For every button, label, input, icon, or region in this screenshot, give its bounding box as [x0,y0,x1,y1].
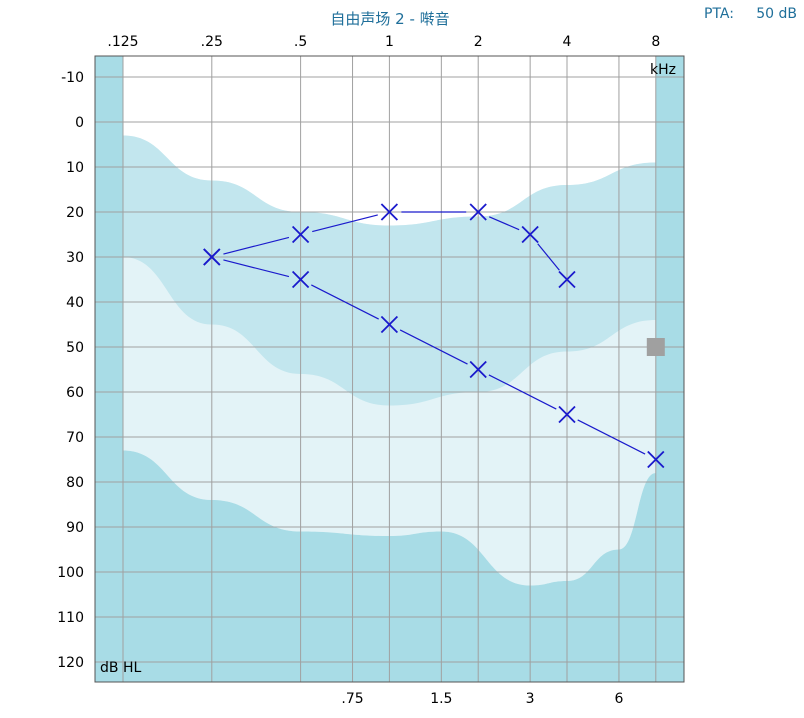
y-tick-label: 10 [66,160,84,176]
data-point-x-marker [380,315,399,334]
x-marker-stroke [380,315,399,334]
data-point-x-marker [469,203,487,221]
pta-value: 50 dB [756,6,797,22]
x-unit-label: kHz [650,62,676,78]
plot-frame [94,55,685,683]
data-point-x-marker [469,360,487,379]
x-bottom-ticks: .75 1.5 3 6 [341,691,623,707]
data-point-x-marker [558,405,576,424]
data-point-x-marker [647,450,665,469]
y-tick-label: 50 [66,340,84,356]
y-tick-label: 100 [57,565,84,581]
x-bottom-tick-label: .75 [341,691,363,707]
x-marker-stroke [291,270,310,289]
y-tick-label: 60 [66,385,84,401]
y-tick-label: 20 [66,205,84,221]
y-tick-label: 40 [66,295,84,311]
y-ticks: -10 0 10 20 30 40 50 60 70 80 90 100 110 120 [57,70,84,671]
series-connector [399,329,468,365]
data-point-x-marker [291,270,310,289]
y-tick-label: 70 [66,430,84,446]
x-marker-stroke [291,225,310,244]
series-connector [312,214,378,233]
x-top-tick-label: 4 [563,34,572,50]
x-marker-stroke [521,225,539,244]
x-top-tick-label: .25 [201,34,223,50]
y-tick-label: 120 [57,655,84,671]
marker-box [646,338,665,356]
x-marker-stroke [469,203,487,221]
x-marker-stroke [647,450,665,469]
x-top-tick-label: 1 [385,34,394,50]
x-top-tick-label: 2 [474,34,483,50]
data-series [203,203,665,469]
series-connector [223,259,290,278]
data-point-x-marker [521,225,539,244]
x-marker-stroke [558,405,576,424]
x-bottom-tick-label: 3 [526,691,535,707]
x-marker-stroke [469,360,487,379]
x-bottom-tick-label: 6 [614,691,623,707]
y-tick-label: 80 [66,475,84,491]
x-top-tick-label: .125 [107,34,138,50]
data-point-x-marker [203,248,221,266]
y-unit-label: dB HL [100,660,141,676]
x-top-tick-label: .5 [294,34,307,50]
marker-box-square [646,338,665,356]
y-tick-label: 30 [66,250,84,266]
data-point-x-marker [380,203,399,221]
x-marker-stroke [380,203,399,221]
series-connector [488,216,520,231]
series-connector [577,419,646,455]
x-marker-stroke [203,248,221,266]
x-top-ticks: .125 .25 .5 1 2 4 8 [107,34,660,50]
chart-title: 自由声场 2 - 啭音 [330,10,449,28]
y-tick-label: 110 [57,610,84,626]
series-connector [488,374,557,410]
data-point-x-marker [558,270,576,289]
series-connector [223,236,290,255]
x-bottom-tick-label: 1.5 [430,691,452,707]
y-tick-label: 0 [75,115,84,131]
y-tick-label: -10 [61,70,84,86]
data-point-x-marker [291,225,310,244]
x-top-tick-label: 8 [651,34,660,50]
series-connector [311,284,379,320]
x-marker-stroke [558,270,576,289]
pta-label: PTA: [704,6,734,22]
y-tick-label: 90 [66,520,84,536]
series-connector [537,243,560,271]
